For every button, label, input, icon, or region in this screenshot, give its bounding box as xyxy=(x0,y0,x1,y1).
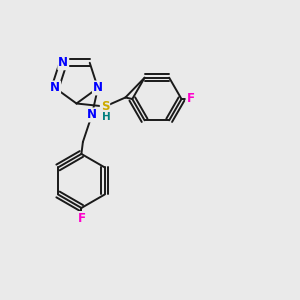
Text: F: F xyxy=(187,92,194,106)
Text: N: N xyxy=(87,109,97,122)
Text: N: N xyxy=(58,56,68,69)
Text: S: S xyxy=(101,100,109,113)
Text: H: H xyxy=(102,112,111,122)
Text: F: F xyxy=(77,212,86,225)
Text: N: N xyxy=(50,82,60,94)
Text: N: N xyxy=(93,82,103,94)
